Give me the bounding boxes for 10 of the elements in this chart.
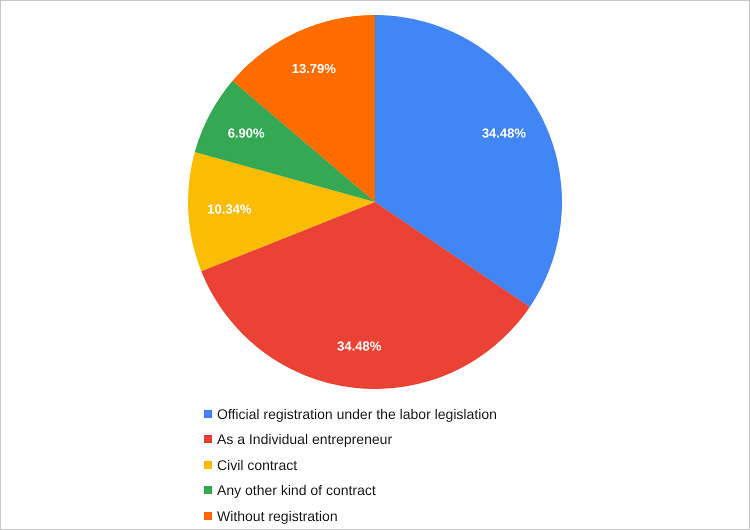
data-label: 34.48% [337,338,382,354]
legend-label: As a Individual entrepreneur [217,431,392,448]
legend-label: Any other kind of contract [217,482,376,498]
legend-label: Civil contract [217,456,298,473]
data-label: 10.34% [207,201,252,216]
legend-label: Without registration [217,508,338,524]
data-label: 13.79% [292,61,336,76]
data-label: 6.90% [228,125,265,140]
legend-label: Official registration under the labor legislation [217,406,497,422]
data-label: 34.48% [482,125,526,140]
